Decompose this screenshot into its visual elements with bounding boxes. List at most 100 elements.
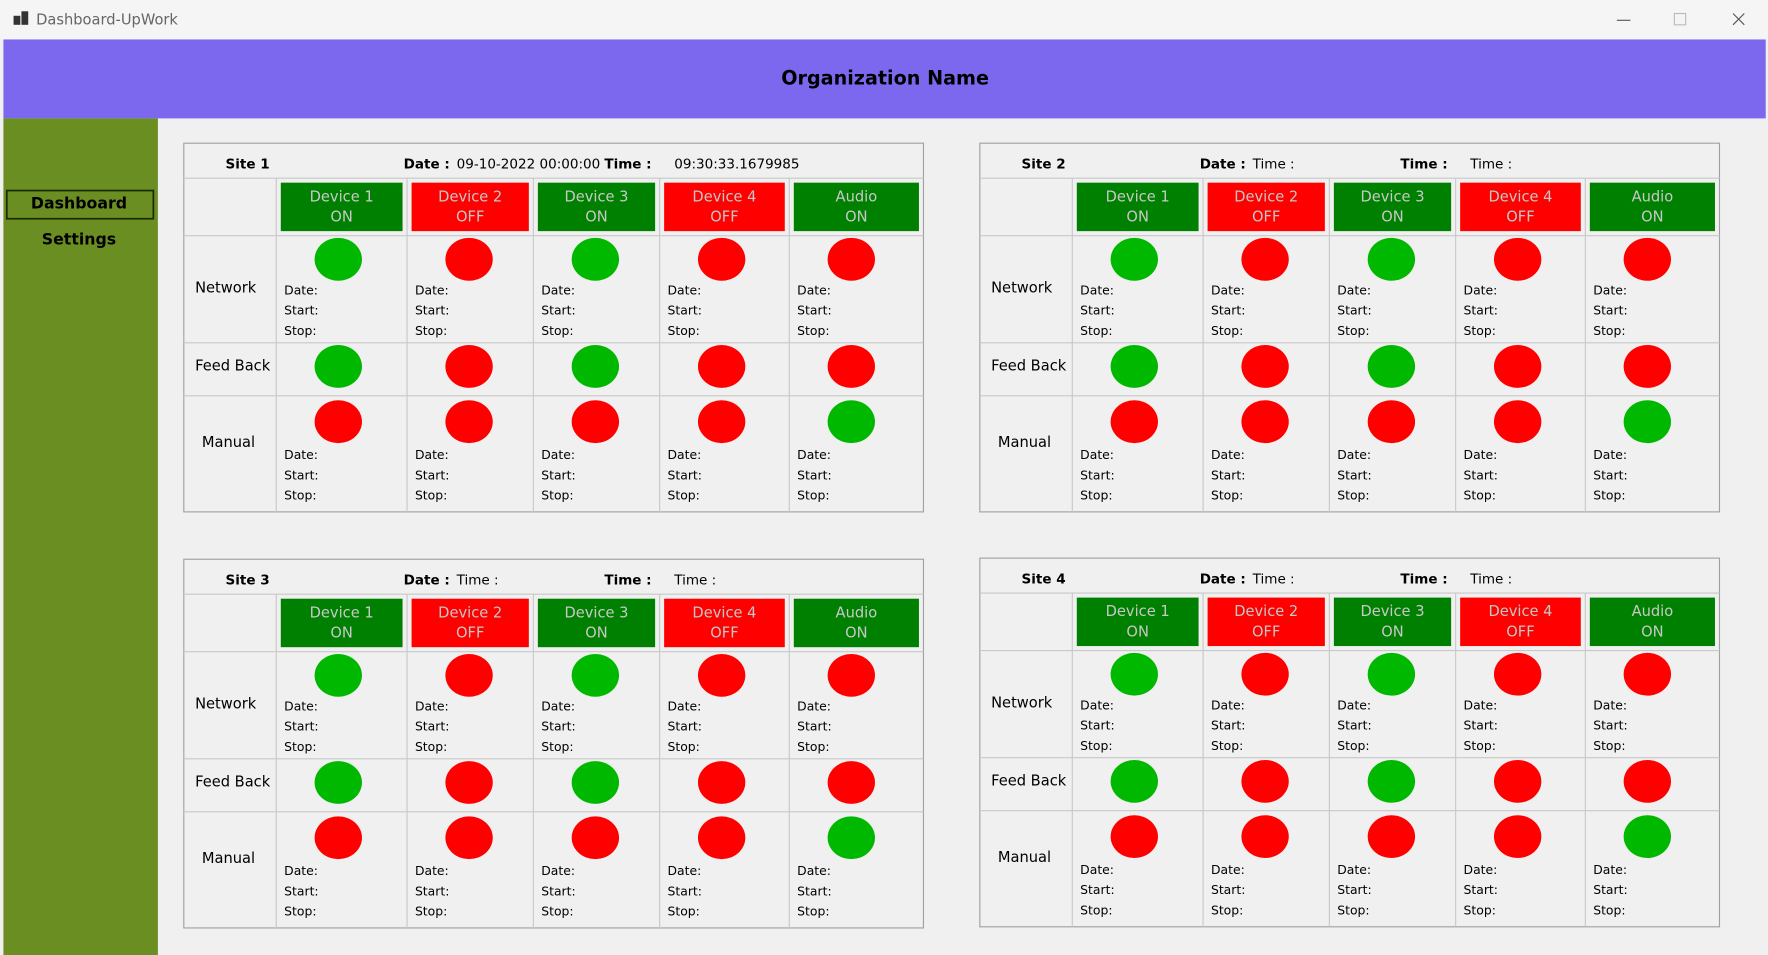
field-label: Date: [1211,282,1245,297]
device-name: Device 3 [1360,603,1424,620]
field-label: Start: [668,883,702,898]
row-label: Network [195,280,257,297]
field-label: Date: [1080,447,1114,462]
field-label: Date: [1337,282,1371,297]
device-status: ON [330,209,352,226]
maximize-button[interactable] [1673,12,1687,26]
header-bar [3,39,1766,119]
status-indicator [1110,237,1158,281]
status-indicator [1493,237,1542,281]
field-label: Date: [1464,697,1498,712]
status-indicator [1367,237,1416,281]
status-indicator [314,345,362,388]
status-indicator [697,653,746,697]
field-label: Date: [668,863,702,878]
device-name: Audio [836,188,878,205]
status-indicator [1367,400,1416,444]
field-label: Stop: [1337,903,1369,918]
field-label: Stop: [1080,903,1112,918]
status-indicator [445,761,493,804]
status-indicator [1367,759,1416,803]
field-label: Start: [797,467,831,482]
device-name: Device 2 [438,188,502,205]
time-label: Time : [604,573,651,589]
field-label: Stop: [1211,903,1243,918]
device-header [537,598,656,648]
status-indicator [571,237,620,281]
device-status: OFF [1506,624,1534,641]
field-label: Stop: [284,739,316,754]
device-header [411,182,529,232]
time-label: Time : [1400,572,1447,588]
row-label: Manual [998,434,1051,451]
status-indicator [827,816,875,860]
sidebar [3,118,158,955]
status-indicator [445,400,493,444]
field-label: Stop: [668,739,700,754]
device-header [1076,182,1199,232]
device-name: Device 3 [564,188,628,205]
status-indicator [1110,759,1158,803]
app-icon [13,11,29,25]
field-label: Date: [541,698,575,713]
field-label: Start: [284,883,318,898]
close-button[interactable] [1732,13,1745,26]
field-label: Stop: [668,904,700,919]
site-name: Site 2 [1022,157,1066,173]
device-status: ON [1126,624,1148,641]
field-label: Start: [415,883,449,898]
field-label: Stop: [284,488,316,503]
status-indicator [827,237,875,281]
field-label: Stop: [1080,323,1112,338]
status-indicator [1493,759,1542,803]
field-label: Date: [415,863,449,878]
row-label: Network [991,695,1053,712]
status-indicator [1367,815,1416,859]
status-indicator [1493,652,1542,696]
status-indicator [697,400,746,444]
status-indicator [697,761,746,804]
device-header [1589,597,1715,647]
field-label: Date: [541,447,575,462]
device-name: Device 1 [310,604,374,621]
device-status: OFF [710,209,738,226]
device-name: Device 2 [1234,188,1298,205]
date-value: Time : [1252,157,1295,173]
nav-item[interactable]: Dashboard [31,194,127,213]
row-label: Manual [202,434,255,451]
device-status: ON [845,625,867,642]
field-label: Start: [1593,467,1627,482]
status-indicator [571,816,620,860]
nav-item[interactable]: Settings [42,230,116,249]
nav: Dashboard Settings [5,189,155,249]
field-label: Date: [1464,447,1498,462]
field-label: Start: [284,719,318,734]
field-label: Stop: [284,323,316,338]
row-label: Network [195,696,257,713]
time-label: Time : [604,157,651,173]
status-indicator [827,761,875,804]
status-indicator [314,237,362,281]
status-indicator [1493,815,1542,859]
device-name: Device 2 [438,604,502,621]
device-status: ON [1126,209,1148,226]
status-indicator [1493,400,1542,444]
status-indicator [445,345,493,388]
field-label: Date: [1211,862,1245,877]
field-label: Start: [541,719,575,734]
status-indicator [314,400,362,444]
field-label: Date: [284,698,318,713]
field-label: Stop: [1337,738,1369,753]
device-header [1076,597,1199,647]
field-label: Stop: [1337,488,1369,503]
device-status: OFF [710,625,738,642]
status-indicator [827,345,875,388]
field-label: Start: [668,719,702,734]
site-name: Site 4 [1022,572,1066,588]
org-name: Organization Name [781,66,989,89]
field-label: Date: [1337,447,1371,462]
row-label: Manual [202,850,255,867]
field-label: Date: [1211,697,1245,712]
field-label: Stop: [415,488,447,503]
status-indicator [1241,400,1289,444]
